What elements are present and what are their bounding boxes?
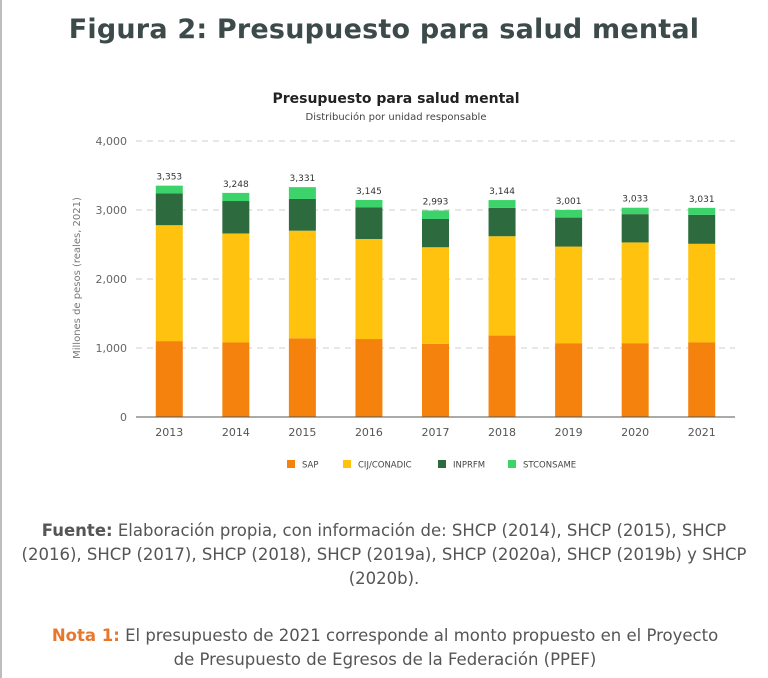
x-tick-label: 2019 <box>555 426 583 439</box>
legend-label: STCONSAME <box>523 461 576 471</box>
bar-segment-sap <box>222 342 250 417</box>
footnote: Nota 1: El presupuesto de 2021 correspon… <box>40 624 730 672</box>
x-tick-label: 2015 <box>288 426 316 439</box>
bar-segment-inprfm <box>422 218 449 248</box>
chart-subtitle: Distribución por unidad responsable <box>306 111 487 123</box>
total-label: 3,031 <box>689 195 715 205</box>
bar-segment-inprfm <box>621 214 649 243</box>
x-tick-label: 2020 <box>621 426 649 439</box>
bar-segment-sap <box>555 343 583 417</box>
legend-swatch <box>343 460 351 468</box>
legend-swatch <box>508 460 516 468</box>
y-axis-label: Millones de pesos (reales, 2021) <box>72 197 83 359</box>
source-note: Fuente: Elaboración propia, con informac… <box>14 519 754 591</box>
y-tick-label: 4,000 <box>96 135 128 148</box>
y-tick-label: 2,000 <box>96 273 128 286</box>
bar-segment-sap <box>288 338 316 417</box>
bar-segment-sap <box>621 343 649 417</box>
y-tick-label: 3,000 <box>96 204 128 217</box>
chart-title: Presupuesto para salud mental <box>272 91 519 107</box>
bar-segment-stconsame <box>222 192 250 202</box>
x-tick-label: 2018 <box>488 426 516 439</box>
bar-segment-stconsame <box>422 210 449 219</box>
x-tick-label: 2014 <box>222 426 250 439</box>
note-text: El presupuesto de 2021 corresponde al mo… <box>125 626 719 669</box>
source-text: Elaboración propia, con información de: … <box>21 521 747 588</box>
bar-segment-inprfm <box>222 201 250 234</box>
bar-segment-inprfm <box>555 217 583 247</box>
legend-swatch <box>438 460 446 468</box>
total-label: 3,353 <box>156 173 182 183</box>
bar-segment-sap <box>355 339 383 417</box>
total-label: 3,033 <box>622 195 648 205</box>
source-label: Fuente: <box>41 521 113 540</box>
bar-segment-cij-conadic <box>488 236 516 336</box>
stacked-bar-chart: Presupuesto para salud mental Distribuci… <box>72 91 735 471</box>
x-tick-label: 2013 <box>155 426 183 439</box>
total-label: 3,001 <box>556 197 582 207</box>
bar-segment-stconsame <box>155 185 183 194</box>
y-tick-label: 0 <box>120 411 127 424</box>
total-label: 3,331 <box>290 174 316 184</box>
total-label: 3,248 <box>223 180 249 190</box>
bar-segment-sap <box>488 335 516 417</box>
bar-segment-cij-conadic <box>288 230 316 339</box>
note-label: Nota 1: <box>51 626 120 645</box>
total-label: 3,145 <box>356 187 382 197</box>
legend-label: CIJ/CONADIC <box>358 461 412 471</box>
legend-label: INPRFM <box>453 461 485 471</box>
bar-segment-stconsame <box>488 200 516 208</box>
bar-segment-stconsame <box>355 199 383 208</box>
bar-segment-sap <box>688 342 716 417</box>
bar-segment-inprfm <box>288 198 316 231</box>
bar-segment-stconsame <box>288 187 316 199</box>
bar-segment-stconsame <box>555 209 583 218</box>
bar-segment-stconsame <box>688 207 716 215</box>
legend-label: SAP <box>302 461 319 471</box>
figure-title: Figura 2: Presupuesto para salud mental <box>68 14 700 45</box>
bar-segment-cij-conadic <box>222 233 250 343</box>
bar-segment-inprfm <box>355 207 383 239</box>
bar-segment-sap <box>422 343 449 417</box>
bar-segment-cij-conadic <box>555 246 583 344</box>
legend-swatch <box>287 460 295 468</box>
bar-segment-cij-conadic <box>621 242 649 344</box>
x-tick-label: 2021 <box>688 426 716 439</box>
bar-segment-inprfm <box>688 214 716 244</box>
bar-segment-sap <box>155 341 183 417</box>
bar-segment-stconsame <box>621 207 649 215</box>
bar-segment-cij-conadic <box>422 247 449 344</box>
x-tick-label: 2017 <box>422 426 450 439</box>
bar-segment-inprfm <box>488 207 516 237</box>
bar-segment-cij-conadic <box>688 243 716 343</box>
bar-segment-cij-conadic <box>155 225 183 342</box>
bar-segment-inprfm <box>155 193 183 226</box>
left-border <box>0 0 2 678</box>
bar-segment-cij-conadic <box>355 238 383 340</box>
total-label: 3,144 <box>489 187 515 197</box>
y-tick-label: 1,000 <box>96 342 128 355</box>
total-label: 2,993 <box>423 197 449 207</box>
x-tick-label: 2016 <box>355 426 383 439</box>
